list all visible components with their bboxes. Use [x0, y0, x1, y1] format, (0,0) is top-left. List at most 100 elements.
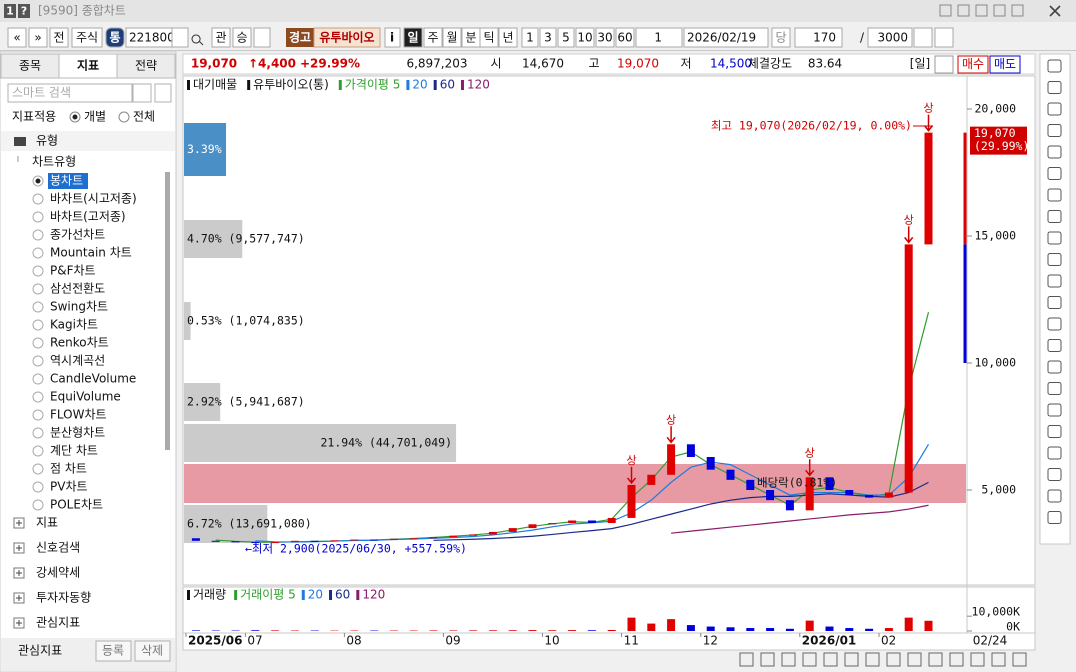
window-icon[interactable] [957, 4, 970, 17]
window-icon[interactable] [1011, 4, 1024, 17]
radio[interactable] [32, 319, 44, 331]
search-button[interactable] [132, 83, 152, 103]
toolbar-icon[interactable] [913, 27, 933, 48]
count-label[interactable]: 당 [775, 31, 786, 45]
interval-button[interactable] [595, 27, 615, 48]
nav-control[interactable] [970, 652, 985, 667]
tool-icon[interactable] [1047, 167, 1062, 180]
interval-label[interactable]: 1 [526, 31, 534, 45]
interval-label[interactable]: 60 [617, 31, 632, 45]
toolbar-button[interactable] [211, 27, 231, 48]
tool-icon[interactable] [1047, 339, 1062, 352]
chart-type-item[interactable]: 분산형차트 [50, 426, 105, 440]
interval-button[interactable] [557, 27, 575, 48]
toolbar-button[interactable] [71, 27, 103, 48]
section-label[interactable]: 관심지표 [36, 616, 80, 630]
nav-control[interactable] [781, 652, 796, 667]
nav-control[interactable] [1012, 652, 1027, 667]
interval-button[interactable] [539, 27, 557, 48]
tool-icon[interactable] [1047, 468, 1062, 481]
interval-button[interactable] [521, 27, 539, 48]
chart-type-item[interactable]: 역시계곡선 [50, 354, 105, 368]
tool-icon[interactable] [1047, 425, 1062, 438]
nav-control[interactable] [949, 652, 964, 667]
radio[interactable] [32, 499, 44, 511]
toolbar-button[interactable] [105, 27, 125, 48]
toolbar-button[interactable] [49, 27, 69, 48]
radio[interactable] [32, 391, 44, 403]
nav-control[interactable] [907, 652, 922, 667]
radio[interactable] [32, 445, 44, 457]
toolbar-button-label[interactable]: 주식 [76, 31, 98, 45]
panel-tab[interactable] [58, 53, 118, 79]
chart-type-item[interactable]: Swing차트 [50, 300, 108, 314]
buy-button[interactable] [957, 55, 989, 74]
count-label-box[interactable] [771, 27, 791, 48]
section-label[interactable]: 신호검색 [36, 541, 80, 555]
date-box[interactable] [683, 27, 769, 48]
radio[interactable] [32, 193, 44, 205]
chart-type-item[interactable]: 바차트(시고저종) [50, 192, 137, 206]
nav-control[interactable] [865, 652, 880, 667]
tool-icon[interactable] [1047, 403, 1062, 417]
nav-control[interactable] [844, 652, 859, 667]
radio[interactable] [32, 409, 44, 421]
chart-type-item[interactable]: 점 차트 [50, 462, 87, 476]
period-button[interactable] [498, 27, 518, 48]
nav-control[interactable] [928, 652, 943, 667]
toolbar-button-label[interactable]: 전 [53, 31, 64, 45]
footer-button[interactable] [134, 640, 171, 662]
chart-type-item[interactable]: 삼선전환도 [50, 282, 105, 296]
panel-tab[interactable] [0, 53, 60, 79]
chart-type-item[interactable]: 종가선차트 [50, 228, 105, 242]
interval-label[interactable]: 3 [544, 31, 552, 45]
radio[interactable] [32, 373, 44, 385]
footer-button-label[interactable]: 삭제 [141, 644, 163, 658]
panel-tab-label[interactable]: 지표 [77, 58, 99, 73]
nav-control[interactable] [760, 652, 775, 667]
tool-icon[interactable] [1047, 81, 1062, 94]
tool-icon[interactable] [1047, 360, 1062, 374]
info-label[interactable]: i [390, 31, 394, 45]
panel-tab[interactable] [116, 53, 176, 79]
radio[interactable] [32, 337, 44, 349]
radio[interactable] [32, 229, 44, 241]
toolbar-button[interactable] [7, 27, 27, 48]
toolbar-button-label[interactable]: » [34, 31, 41, 45]
tool-icon[interactable] [1047, 231, 1062, 245]
section-label[interactable]: 강세약세 [36, 565, 80, 580]
search-box[interactable] [7, 83, 133, 103]
search-icon[interactable] [191, 34, 204, 46]
sell-button[interactable] [989, 55, 1021, 74]
interval-button[interactable] [575, 27, 595, 48]
period-button[interactable] [479, 27, 499, 48]
toolbar-button-label[interactable]: 221800 [129, 31, 175, 45]
period-label[interactable]: 월 [446, 31, 457, 45]
buy-label[interactable]: 매수 [962, 57, 984, 71]
tool-icon[interactable] [1047, 59, 1062, 73]
chart-type-item[interactable]: P&F차트 [50, 264, 96, 278]
period-button[interactable] [442, 27, 462, 48]
multiplier-box[interactable] [635, 27, 683, 48]
period-label[interactable]: 년 [502, 31, 513, 45]
chart-type-item[interactable]: 봉차트 [50, 174, 83, 188]
tool-icon[interactable] [1047, 382, 1062, 395]
collapse-button[interactable] [154, 83, 172, 103]
nav-control[interactable] [802, 652, 817, 667]
tool-icon[interactable] [1047, 489, 1062, 503]
radio[interactable] [32, 301, 44, 313]
count[interactable]: 170 [813, 31, 836, 45]
chart-type-item[interactable]: PV차트 [50, 480, 88, 494]
period-label[interactable]: 일 [407, 31, 418, 45]
toolbar-button[interactable] [232, 27, 252, 48]
tool-icon[interactable] [1047, 274, 1062, 288]
radio[interactable] [118, 111, 130, 123]
section-label[interactable]: 지표 [36, 516, 58, 530]
toolbar-button-label[interactable]: 통 [109, 30, 120, 45]
radio-label[interactable]: 전체 [133, 110, 155, 124]
chart-type-item[interactable]: FLOW차트 [50, 408, 107, 422]
tool-icon[interactable] [1047, 511, 1062, 524]
radio[interactable] [32, 265, 44, 277]
toolbar-icon[interactable] [934, 27, 954, 48]
interval-button[interactable] [615, 27, 635, 48]
